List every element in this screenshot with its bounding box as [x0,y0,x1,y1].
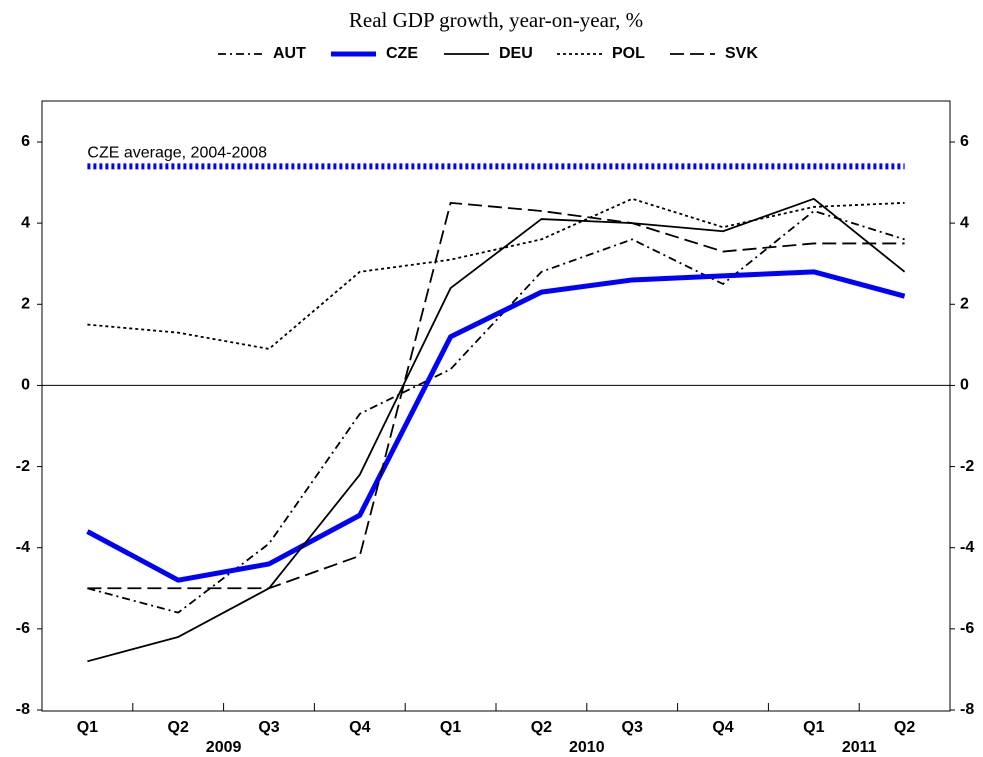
x-tick-label: Q1 [803,719,824,736]
reference-label: CZE average, 2004-2008 [87,145,267,162]
legend-label: CZE [386,45,418,62]
year-label: 2010 [569,739,605,756]
legend-label: SVK [725,45,758,62]
x-tick-label: Q4 [349,719,370,736]
x-tick-label: Q1 [440,719,461,736]
y-tick-label: 0 [21,377,30,394]
series-line [87,197,905,350]
x-tick-label: Q3 [622,719,643,736]
y-tick-label: -2 [16,458,30,475]
y-tick-label: 4 [21,214,30,231]
y-tick-label: -6 [16,620,30,637]
y2-tick-label: -2 [960,458,974,475]
y-tick-label: 6 [21,133,30,150]
y2-tick-label: -6 [960,620,974,637]
plot-frame [41,100,951,712]
y2-tick-label: 0 [960,377,969,394]
y2-tick-label: 2 [960,296,969,313]
chart-title: Real GDP growth, year-on-year, % [349,8,643,32]
y2-tick-label: 6 [960,133,969,150]
x-tick-label: Q2 [894,719,915,736]
x-tick-label: Q2 [168,719,189,736]
legend-label: POL [612,45,645,62]
series-line [87,201,905,590]
series-line [87,210,905,614]
y-tick-label: 2 [21,296,30,313]
y2-tick-label: -4 [960,539,974,556]
series-line [86,269,906,583]
x-tick-label: Q1 [77,719,98,736]
series-line [87,197,906,663]
legend-label: AUT [273,45,306,62]
legend-label: DEU [499,45,533,62]
y-tick-label: -4 [16,539,30,556]
x-tick-label: Q2 [531,719,552,736]
y2-tick-label: -8 [960,701,974,718]
year-label: 2009 [206,739,242,756]
year-label: 2011 [842,739,877,756]
x-tick-label: Q4 [712,719,733,736]
y-tick-label: -8 [16,701,30,718]
y2-tick-label: 4 [960,214,969,231]
x-tick-label: Q3 [258,719,279,736]
